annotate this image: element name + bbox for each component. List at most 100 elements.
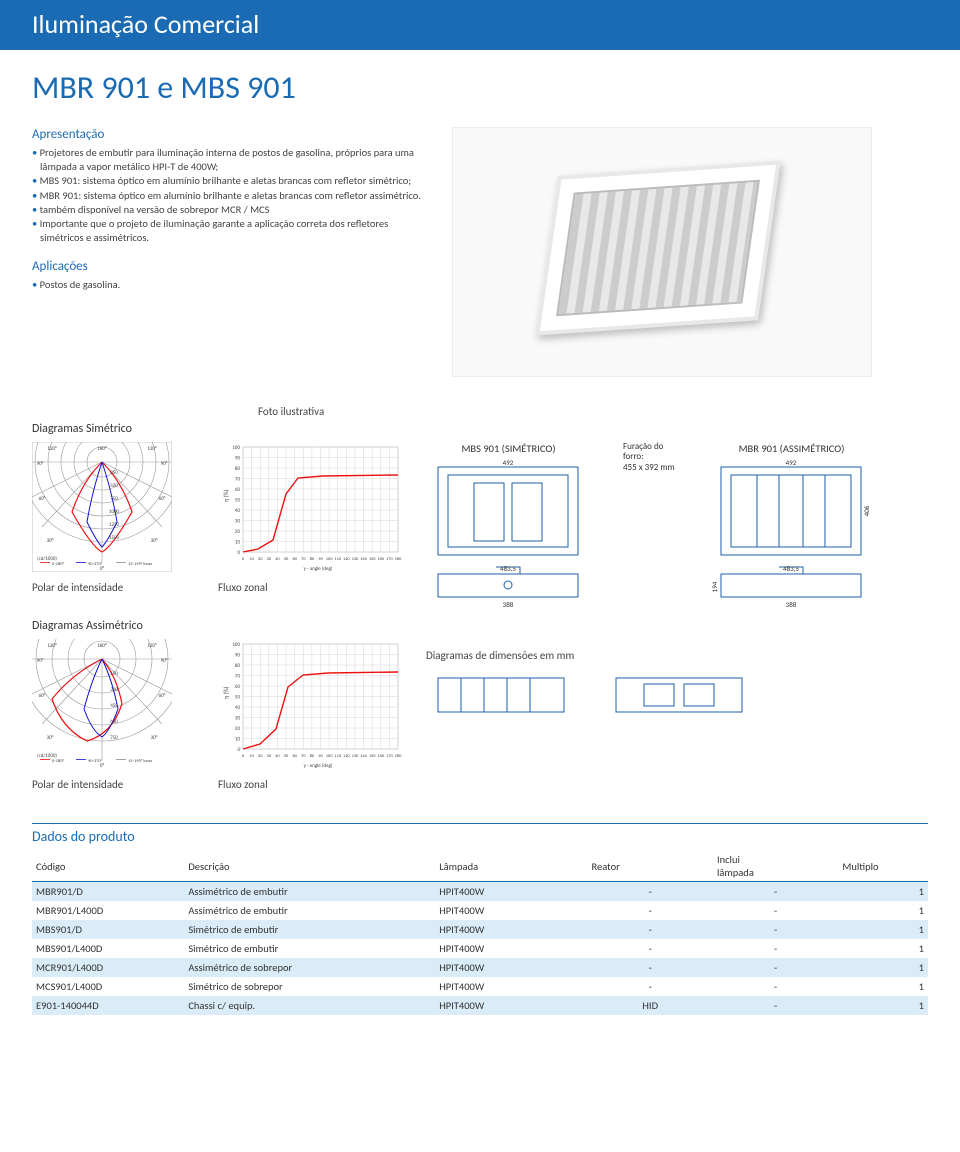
svg-text:492: 492: [503, 459, 514, 467]
th-multiplo: Multiplo: [838, 851, 928, 882]
svg-text:70: 70: [235, 477, 241, 483]
dims-mbr: MBR 901 (ASSIMÉTRICO) 492 406: [709, 442, 874, 609]
svg-text:20: 20: [235, 726, 241, 732]
svg-text:60°: 60°: [159, 692, 166, 699]
svg-text:50: 50: [235, 695, 241, 701]
svg-text:130: 130: [352, 754, 359, 759]
svg-text:180: 180: [395, 754, 402, 759]
svg-text:1000: 1000: [109, 509, 120, 515]
presentation-item: Importante que o projeto de iluminação g…: [32, 217, 422, 245]
category-header: Iluminação Comercial: [0, 0, 960, 50]
svg-text:40: 40: [275, 754, 280, 759]
svg-text:30: 30: [267, 557, 272, 562]
svg-text:250: 250: [110, 470, 118, 476]
svg-text:80: 80: [235, 663, 241, 669]
svg-text:80: 80: [235, 466, 241, 472]
flux-label: Fluxo zonal: [218, 581, 408, 594]
svg-text:30: 30: [235, 716, 241, 722]
flux-symmetric: 0102030405060708090100 01020304050607080…: [218, 442, 408, 594]
svg-text:50: 50: [284, 754, 289, 759]
svg-text:40: 40: [235, 508, 241, 514]
table-cell: HPIT400W: [435, 882, 587, 902]
svg-text:γ - angle (deg): γ - angle (deg): [303, 762, 333, 769]
svg-text:(cd/1000): (cd/1000): [37, 555, 57, 562]
svg-text:388: 388: [786, 600, 797, 609]
svg-text:50: 50: [284, 557, 289, 562]
svg-text:80: 80: [310, 557, 315, 562]
svg-text:20: 20: [235, 529, 241, 535]
svg-text:80: 80: [310, 754, 315, 759]
svg-text:160: 160: [377, 557, 384, 562]
svg-text:60: 60: [235, 684, 241, 690]
flux-label: Fluxo zonal: [218, 778, 408, 791]
table-cell: MCS901/L400D: [32, 977, 184, 996]
presentation-item: MBR 901: sistema óptico em alumínio bril…: [32, 189, 422, 203]
svg-text:90: 90: [318, 557, 323, 562]
svg-text:0-180°: 0-180°: [52, 759, 65, 764]
svg-text:40: 40: [235, 705, 241, 711]
table-row: MBR901/DAssimétrico de embutirHPIT400W--…: [32, 882, 928, 902]
svg-text:0: 0: [237, 550, 240, 556]
svg-text:10: 10: [249, 557, 254, 562]
svg-text:η (%): η (%): [222, 686, 230, 699]
svg-text:180°: 180°: [97, 445, 107, 452]
table-cell: Simétrico de embutir: [184, 920, 435, 939]
svg-text:30: 30: [267, 754, 272, 759]
polar-label: Polar de intensidade: [32, 778, 200, 791]
svg-text:180: 180: [395, 557, 402, 562]
table-cell: Assimétrico de sobrepor: [184, 958, 435, 977]
svg-text:90: 90: [318, 754, 323, 759]
svg-text:120°: 120°: [47, 445, 57, 452]
svg-text:60: 60: [292, 557, 297, 562]
dims-front-mbr: [604, 670, 754, 720]
table-row: E901-140044DChassi c/ equip.HPIT400WHID-…: [32, 996, 928, 1015]
th-reator: Reator: [588, 851, 713, 882]
svg-text:500: 500: [110, 483, 118, 489]
svg-text:170: 170: [386, 754, 393, 759]
diagram-symmetric-label: Diagramas Simétrico: [32, 422, 928, 436]
applications-item: Postos de gasolina.: [32, 278, 422, 292]
svg-text:40: 40: [275, 557, 280, 562]
svg-text:1500: 1500: [109, 535, 120, 541]
table-cell: 1: [838, 882, 928, 902]
table-cell: 1: [838, 977, 928, 996]
table-cell: HPIT400W: [435, 958, 587, 977]
svg-text:150: 150: [369, 754, 376, 759]
svg-text:10: 10: [249, 754, 254, 759]
table-cell: HPIT400W: [435, 920, 587, 939]
presentation-list: Projetores de embutir para iluminação in…: [32, 146, 422, 245]
svg-text:120°: 120°: [47, 642, 57, 649]
table-row: MCS901/L400DSimétrico de sobreporHPIT400…: [32, 977, 928, 996]
svg-text:10: 10: [235, 540, 241, 546]
table-row: MBS901/DSimétrico de embutirHPIT400W--1: [32, 920, 928, 939]
svg-text:150: 150: [110, 671, 118, 677]
table-cell: -: [588, 901, 713, 920]
table-cell: 1: [838, 939, 928, 958]
table-cell: 1: [838, 901, 928, 920]
svg-text:30: 30: [235, 519, 241, 525]
svg-text:750: 750: [110, 496, 118, 502]
svg-text:50: 50: [235, 498, 241, 504]
svg-text:130: 130: [352, 557, 359, 562]
table-cell: -: [588, 977, 713, 996]
svg-text:120: 120: [343, 557, 350, 562]
svg-text:70: 70: [301, 557, 306, 562]
svg-text:180°: 180°: [97, 642, 107, 649]
svg-text:20: 20: [258, 557, 263, 562]
table-cell: Chassi c/ equip.: [184, 996, 435, 1015]
svg-text:90°: 90°: [37, 657, 44, 664]
svg-text:140: 140: [360, 557, 367, 562]
presentation-heading: Apresentação: [32, 127, 422, 142]
svg-text:483,5: 483,5: [783, 564, 799, 573]
table-cell: -: [588, 939, 713, 958]
product-table: Código Descrição Lâmpada Reator Inclui l…: [32, 851, 928, 1015]
table-row: MBS901/L400DSimétrico de embutirHPIT400W…: [32, 939, 928, 958]
table-cell: HPIT400W: [435, 996, 587, 1015]
svg-text:(cd/1000): (cd/1000): [37, 752, 57, 759]
applications-heading: Aplicações: [32, 259, 422, 274]
svg-text:406: 406: [862, 505, 871, 516]
svg-text:60°: 60°: [39, 495, 46, 502]
svg-text:600: 600: [110, 719, 118, 725]
svg-text:0: 0: [242, 557, 245, 562]
table-cell: MBR901/D: [32, 882, 184, 902]
